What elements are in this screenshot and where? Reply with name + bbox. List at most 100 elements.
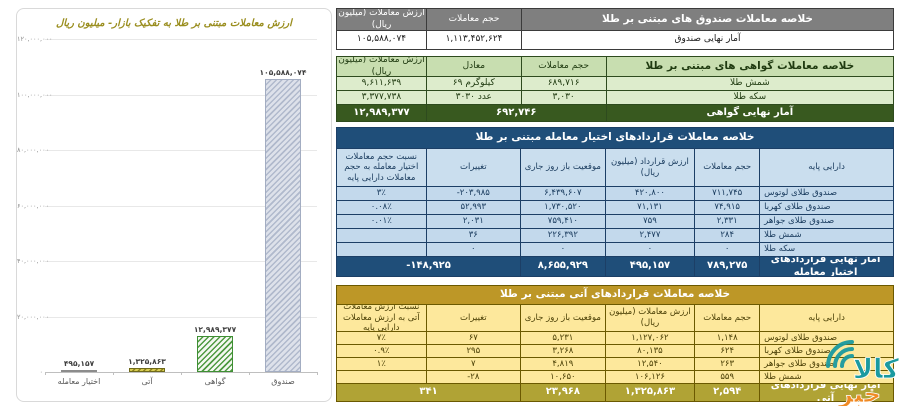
- bar-options: [61, 370, 97, 372]
- bar-funds: [265, 78, 301, 372]
- table-cell: ۱,۱۲۷,۰۶۲: [605, 332, 695, 344]
- x-axis-category-label: اختیار معامله: [57, 377, 101, 386]
- table-footer-value: ۲۳,۹۶۸: [521, 384, 605, 401]
- y-axis-tick-label: ۲۰,۰۰۰,۰۰۰: [17, 312, 50, 321]
- tables-column: خلاصه معاملات صندوق های مبتنی بر طلا حجم …: [336, 0, 894, 406]
- table-cell: ۰: [426, 243, 521, 256]
- table-cell: ۱٪: [337, 358, 426, 370]
- table-cell: ۱۰۶,۱۲۶: [605, 371, 695, 383]
- x-axis-category-label: صندوق: [271, 377, 295, 386]
- table-cell: ۱۰,۶۵۰: [521, 371, 605, 383]
- gridline: [45, 316, 317, 318]
- column-header: ارزش قرارداد (میلیون ریال): [605, 149, 695, 186]
- x-axis-tick: [249, 372, 250, 375]
- row-label: صندوق طلای جواهر: [760, 215, 893, 228]
- column-header: ارزش معاملات (میلیون ریال): [605, 305, 695, 331]
- x-axis-category-label: آتی: [141, 377, 153, 386]
- table-cell: ۲,۴۷۷: [605, 229, 695, 242]
- table-cell: ۶۷: [426, 332, 521, 344]
- table-cell: ۱,۱۱۳,۴۵۲,۶۲۴: [427, 31, 522, 49]
- table-cell: ۴۲۰,۸۰۰: [605, 187, 695, 200]
- table-cell: ۷۵۹: [605, 215, 695, 228]
- chart-title: ارزش معاملات مبتنی بر طلا به تفکیک بازار…: [56, 18, 292, 29]
- y-axis-tick-label: ۸۰,۰۰۰,۰۰۰: [17, 146, 50, 154]
- table-cell: ۷۵۹,۴۱۰: [521, 215, 605, 228]
- table-cell: ۶۸۹,۷۱۶: [521, 77, 606, 90]
- bar-chart-panel: ارزش معاملات مبتنی بر طلا به تفکیک بازار…: [16, 8, 332, 402]
- column-header: ارزش معاملات (میلیون ریال): [337, 9, 427, 30]
- table-futures-summary: خلاصه معاملات قراردادهای آتی مبتنی بر طل…: [336, 285, 894, 402]
- table-title: خلاصه معاملات صندوق های مبتنی بر طلا: [522, 9, 893, 30]
- table-cell: ۳,۰۳۰: [521, 91, 606, 104]
- table-certificates-summary: خلاصه معاملات گواهی های مبتنی بر طلا حجم …: [336, 56, 894, 122]
- gridline: [45, 261, 317, 262]
- table-footer-value: ۳۴۱: [337, 384, 521, 401]
- table-cell: ۱,۷۳۰,۵۲۰: [521, 201, 605, 214]
- row-label: شمش طلا: [606, 77, 893, 90]
- table-footer-label: آمار نهایی قراردادهای آتی: [760, 384, 893, 401]
- table-footer-value: -۱۴۸,۹۲۵: [337, 257, 521, 276]
- table-cell: ۵۵۹: [695, 371, 760, 383]
- row-label: شمش طلا: [760, 229, 893, 242]
- column-header: دارایی پایه: [760, 305, 893, 331]
- column-header: تغییرات: [426, 149, 521, 186]
- table-cell: ۲۶۳: [695, 358, 760, 370]
- table-cell: ۲,۰۳۱: [426, 215, 521, 228]
- column-header: موقعیت باز روز جاری: [521, 305, 605, 331]
- row-label: آمار نهایی صندوق: [522, 31, 893, 49]
- table-cell: ۵,۲۳۱: [521, 332, 605, 344]
- table-cell: ۷۱,۱۳۱: [605, 201, 695, 214]
- table-cell: ۰: [521, 243, 605, 256]
- column-header: دارایی پایه: [760, 149, 893, 186]
- table-footer-value: ۱,۳۲۵,۸۶۳: [605, 384, 695, 401]
- y-axis-tick-label: ۱۲۰,۰۰۰,۰۰۰: [17, 35, 53, 43]
- table-footer-label: آمار نهایی گواهی: [606, 105, 893, 121]
- column-header: نسبت ارزش معاملات آتی به ارزش معاملات دا…: [337, 305, 426, 331]
- table-cell: ۶۲۴: [695, 345, 760, 357]
- table-cell: ۴,۸۱۹: [521, 358, 605, 370]
- table-cell: ۰.۰۱٪: [337, 215, 426, 228]
- row-label: سکه طلا: [606, 91, 893, 104]
- bar-value-label: ۱۲,۹۸۹,۳۷۷: [193, 324, 237, 334]
- column-header: موقعیت باز روز جاری: [521, 149, 605, 186]
- table-cell: ۳۶: [426, 229, 521, 242]
- y-axis-tick-label: ۴۰,۰۰۰,۰۰۰: [17, 257, 50, 265]
- gridline: [45, 205, 317, 207]
- x-axis-tick: [181, 372, 182, 375]
- column-header: حجم معاملات: [427, 9, 522, 30]
- table-cell: ۷۴,۹۱۵: [695, 201, 760, 214]
- column-header: حجم معاملات: [695, 305, 760, 331]
- table-funds-summary: خلاصه معاملات صندوق های مبتنی بر طلا حجم …: [336, 8, 894, 50]
- column-header: تغییرات: [426, 305, 521, 331]
- table-cell: ۳,۳۷۷,۷۳۸: [337, 91, 426, 104]
- x-axis-tick: [45, 372, 46, 375]
- table-cell: ۳٪: [337, 187, 426, 200]
- table-cell: ۷٪: [337, 332, 426, 344]
- table-cell: ۷۱۱,۷۴۵: [695, 187, 760, 200]
- table-cell: ۲,۳۳۱: [695, 215, 760, 228]
- bar-futures: [129, 368, 165, 372]
- table-cell: [337, 229, 426, 242]
- table-footer-value: ۷۸۹,۲۷۵: [695, 257, 760, 276]
- table-cell: ۱,۱۴۸: [695, 332, 760, 344]
- table-cell: ۰: [605, 243, 695, 256]
- table-cell: ۳,۲۶۸: [521, 345, 605, 357]
- table-cell: -۲۸: [426, 371, 521, 383]
- row-label: صندوق طلای کهربا: [760, 201, 893, 214]
- column-header: نسبت حجم معاملات اختیار معامله به حجم مع…: [337, 149, 426, 186]
- table-footer-value: ۴۹۵,۱۵۷: [605, 257, 695, 276]
- bar-value-label: ۱,۳۲۵,۸۶۳: [128, 357, 166, 367]
- table-footer-value: ۶۹۲,۷۴۶: [426, 105, 606, 121]
- table-cell: ۱۰۵,۵۸۸,۰۷۴: [337, 31, 427, 49]
- gridline: [45, 94, 317, 96]
- row-label: صندوق طلای لوتوس: [760, 187, 893, 200]
- table-cell: ۰: [695, 243, 760, 256]
- table-footer-value: ۲,۵۹۴: [695, 384, 760, 401]
- table-cell: ۰.۰۸٪: [337, 201, 426, 214]
- y-axis-tick-label: ۱۰۰,۰۰۰,۰۰۰: [17, 90, 53, 99]
- column-header: حجم معاملات: [695, 149, 760, 186]
- table-cell: [337, 371, 426, 383]
- table-cell: ۲۸۴: [695, 229, 760, 242]
- bar-value-label: ۴۹۵,۱۵۷: [63, 359, 95, 368]
- table-title: خلاصه معاملات قراردادهای آتی مبتنی بر طل…: [337, 286, 893, 304]
